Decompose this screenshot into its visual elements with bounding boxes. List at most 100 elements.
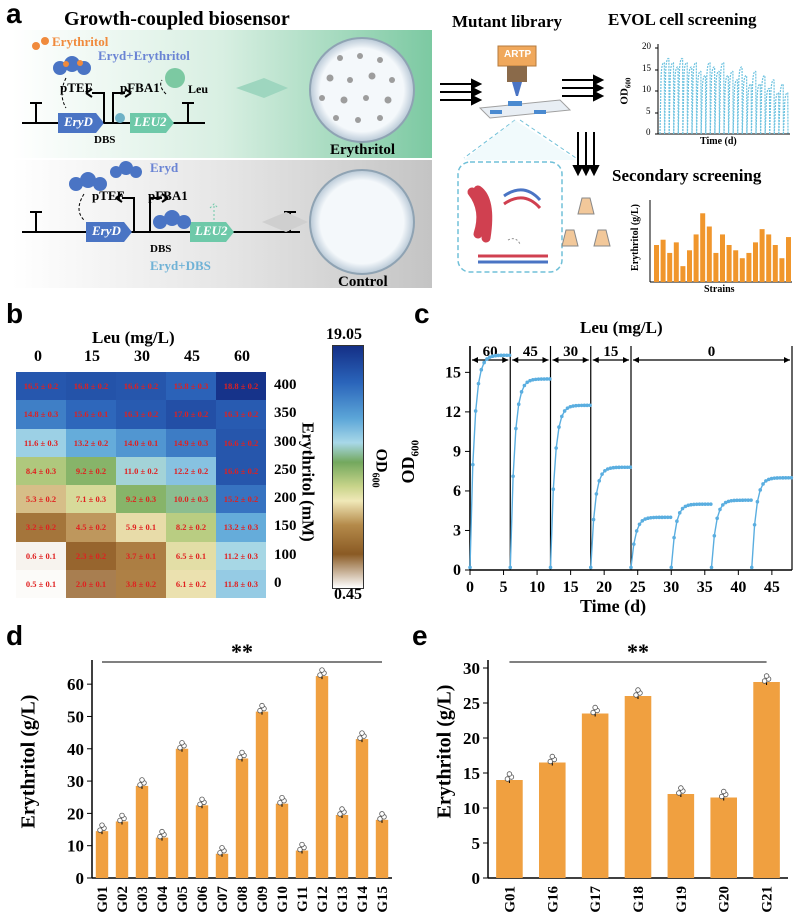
heatmap-cell: 16.8 ± 0.2: [66, 372, 116, 401]
evol-xlabel: Time (d): [700, 136, 737, 147]
chart-e-bar: [496, 780, 523, 878]
panel-a: a: [0, 0, 800, 300]
colorbar-min: 0.45: [334, 586, 362, 603]
chart-d-xtick: G15: [375, 886, 391, 913]
chart-c-point: [574, 403, 578, 408]
chart-c-point: [735, 498, 739, 503]
chart-d-bar: [215, 853, 229, 878]
heatmap-xtick: 30: [134, 348, 150, 365]
pfba1-bottom: pFBA1: [148, 188, 188, 203]
eryd-gene-bottom: EryD: [92, 223, 121, 238]
chart-d-bar: [115, 821, 129, 878]
heatmap-cell: 14.8 ± 0.3: [16, 400, 66, 429]
chart-d-ytick: 40: [67, 740, 84, 759]
heatmap-cell: 3.2 ± 0.2: [16, 513, 66, 542]
chart-c-point: [582, 403, 587, 408]
chart-d-xtick: G01: [95, 886, 111, 913]
chart-e-xtick: G21: [760, 886, 776, 913]
chart-c-point: [686, 503, 691, 508]
chart-d-xtick: G03: [135, 886, 151, 913]
secondary-bar: [673, 242, 679, 282]
heatmap-cell: 16.3 ± 0.2: [216, 400, 266, 429]
chart-c-series-line: [469, 354, 510, 568]
chart-c-point: [680, 506, 685, 511]
chart-c-series-line: [590, 466, 631, 568]
chart-c-point: [507, 353, 512, 358]
chart-d-replicate-dot: [119, 812, 125, 819]
chart-e-ytick: 30: [463, 659, 480, 678]
chart-c-point: [709, 502, 713, 506]
secondary-bar: [739, 258, 745, 282]
erythritol-dot-2: [41, 37, 49, 45]
heatmap-ytick: 350: [274, 405, 297, 422]
chart-c-point: [608, 466, 613, 470]
eryd-gene-arrow: [58, 113, 104, 133]
chart-c-point: [591, 517, 596, 522]
chart-c-point: [531, 378, 535, 382]
chart-d-replicate-dot: [239, 749, 245, 756]
heatmap-cell: 14.0 ± 0.1: [116, 428, 166, 457]
evol-curve: [769, 79, 775, 135]
chart-d-ytick: 30: [67, 772, 84, 791]
chart-d-bar: [315, 676, 329, 878]
chart-c-ytick: 15: [445, 364, 461, 381]
chart-e: 0 5 10 15 20 25 30 G01 G16 G17 G18 G19 G20 G21 **: [463, 639, 788, 913]
chart-d-bar: [135, 785, 149, 878]
chart-c-point: [514, 426, 518, 431]
chart-c-point: [585, 403, 590, 408]
secondary-bar: [687, 250, 692, 282]
chart-c-point: [689, 502, 693, 507]
eryd-protein-top: [53, 56, 91, 75]
evol-ytick-15: 15: [642, 63, 651, 73]
evol-curve: [755, 83, 762, 135]
chart-e-xtick: G19: [674, 886, 690, 913]
chart-d-replicate-dot: [99, 822, 105, 828]
heatmap-cell: 16.6 ± 0.2: [216, 428, 266, 457]
chart-e-xtick: G20: [717, 886, 733, 913]
leu2-gene-bottom: LEU2: [195, 223, 228, 238]
chart-c-segment-label: 0: [708, 344, 716, 360]
heatmap-cell: 6.5 ± 0.1: [166, 541, 216, 570]
arrow-to-plate-top: [236, 78, 288, 98]
pfba1-top: pFBA1: [120, 80, 160, 95]
chart-e-ytick: 5: [472, 834, 481, 853]
heatmap-xtick: 60: [234, 348, 250, 365]
chart-c-xtick: 45: [764, 579, 780, 596]
chart-e-bar: [710, 797, 737, 878]
panel-a-label: a: [6, 0, 22, 29]
secondary-bar: [733, 250, 739, 282]
chart-c-point: [502, 353, 506, 358]
chart-d-replicate-dot: [259, 702, 265, 709]
chart-c-point: [769, 476, 774, 481]
chart-e-bar: [624, 696, 652, 878]
chart-c-point: [629, 565, 633, 570]
chart-c-point: [493, 353, 498, 358]
evol-ytick-10: 10: [642, 84, 651, 94]
heatmap-ytick: 250: [274, 461, 297, 478]
chart-c-point: [761, 482, 765, 486]
chart-d: 0 10 20 30 40 50 60 G01 G02 G03 G04 G05 G06 G07 G08 G09…: [67, 639, 392, 913]
evol-curve: [737, 66, 743, 135]
secondary-ylabel: Erythritol (g/L): [629, 204, 641, 271]
heatmap-cell: 15.2 ± 0.2: [216, 485, 266, 514]
chart-c-ytick: 3: [453, 522, 461, 539]
evol-curve: [686, 66, 693, 135]
chart-c-point: [740, 498, 745, 503]
chart-d-bar: [195, 805, 209, 878]
chart-c-ytick: 0: [453, 562, 461, 579]
evol-curve: [741, 75, 748, 135]
chart-d-replicate-dot: [299, 841, 305, 848]
chart-c-point: [576, 403, 581, 408]
heatmap-cell: 2.3 ± 0.2: [66, 541, 116, 570]
chart-e-replicate-dot: [678, 785, 684, 791]
dbs-bottom: DBS: [150, 243, 172, 255]
heatmap-ytick: 150: [274, 518, 297, 535]
chart-c-xlabel: Time (d): [580, 596, 647, 616]
heatmap-cell: 0.5 ± 0.1: [16, 569, 66, 598]
colorbar-label-sub: 600: [369, 472, 381, 488]
chart-c-point: [511, 474, 515, 479]
evol-ytick-0: 0: [646, 127, 651, 137]
chart-c-point: [778, 476, 782, 480]
chart-c-point: [471, 462, 475, 467]
